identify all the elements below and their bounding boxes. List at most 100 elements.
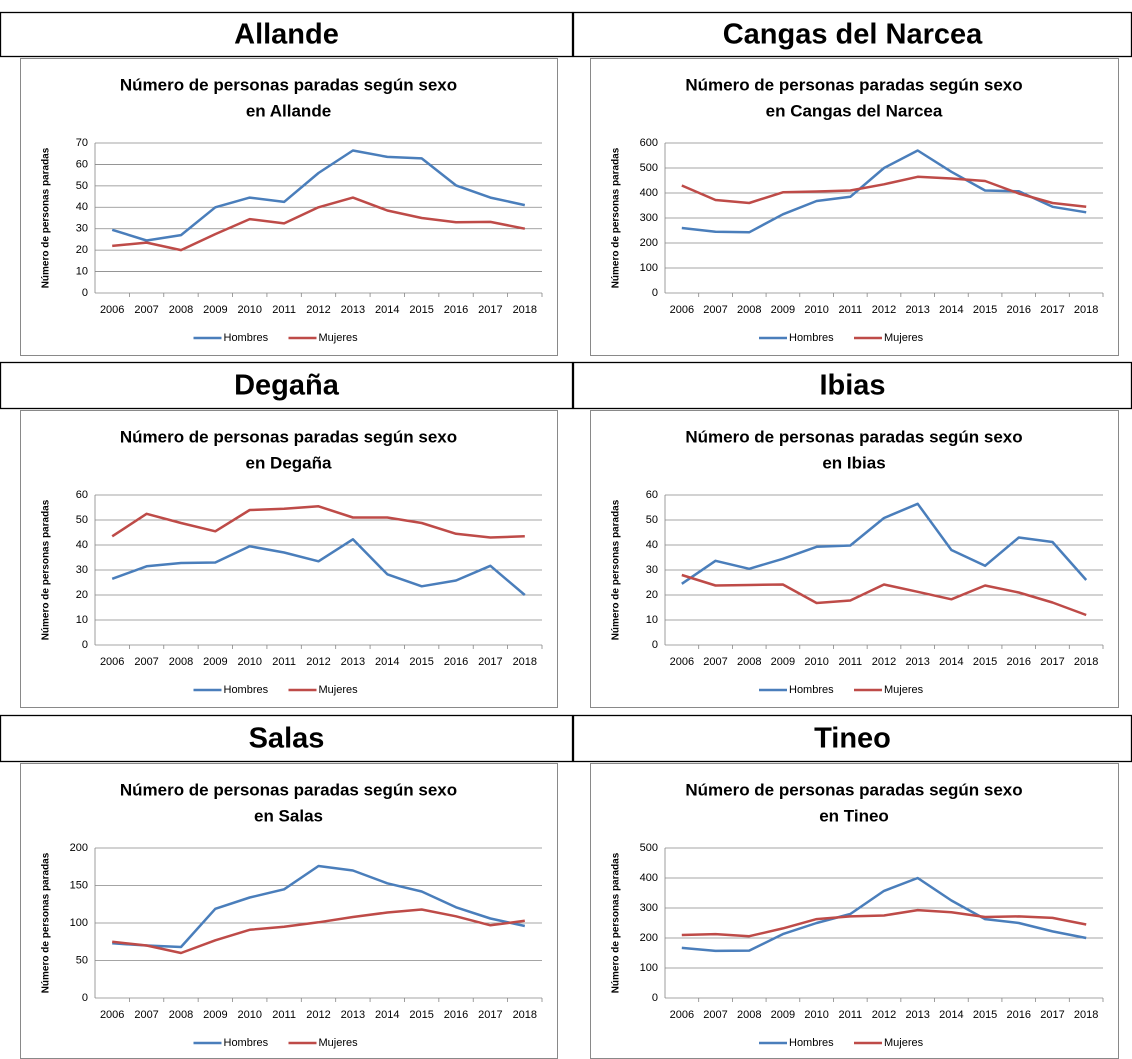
x-tick-label: 2011	[838, 656, 862, 668]
chart-title: en Salas	[254, 806, 323, 825]
y-tick-label: 0	[652, 287, 658, 299]
x-tick-label: 2008	[737, 656, 761, 668]
y-tick-label: 10	[76, 614, 88, 626]
y-tick-label: 30	[76, 564, 88, 576]
x-tick-label: 2013	[905, 656, 929, 668]
chart-frame	[590, 410, 1119, 708]
x-tick-label: 2006	[100, 1009, 124, 1021]
x-tick-label: 2009	[203, 1009, 227, 1021]
x-tick-label: 2014	[375, 656, 399, 668]
x-tick-label: 2009	[771, 1009, 795, 1021]
x-tick-label: 2012	[306, 304, 330, 316]
y-tick-label: 60	[646, 489, 658, 501]
x-tick-label: 2013	[905, 1009, 929, 1021]
series-line	[681, 876, 1087, 953]
header: Tineo	[814, 723, 891, 755]
y-tick-label: 0	[82, 992, 88, 1004]
legend-label: Hombres	[789, 684, 834, 696]
y-tick-label: 400	[640, 872, 658, 884]
x-tick-label: 2008	[169, 656, 193, 668]
legend-label: Mujeres	[319, 684, 359, 696]
header-cell	[572, 361, 1132, 410]
x-tick-label: 2018	[513, 656, 537, 668]
y-axis-label: Número de personas paradas	[41, 147, 52, 288]
chart-title: Número de personas paradas según sexo	[685, 780, 1022, 799]
y-tick-label: 10	[646, 614, 658, 626]
x-tick-label: 2009	[203, 656, 227, 668]
x-tick-label: 2013	[341, 656, 365, 668]
x-tick-label: 2008	[737, 304, 761, 316]
x-tick-label: 2009	[203, 304, 227, 316]
x-tick-label: 2018	[1074, 1009, 1098, 1021]
x-tick-label: 2010	[237, 304, 261, 316]
y-tick-label: 200	[640, 932, 658, 944]
x-tick-label: 2010	[237, 656, 261, 668]
series-line	[112, 864, 526, 949]
y-tick-label: 500	[640, 162, 658, 174]
x-tick-label: 2014	[375, 304, 399, 316]
x-tick-label: 2017	[1040, 304, 1064, 316]
series-line	[111, 149, 526, 242]
x-tick-label: 2016	[444, 656, 468, 668]
chart-title: Número de personas paradas según sexo	[120, 427, 457, 446]
y-tick-label: 50	[76, 180, 88, 192]
x-tick-label: 2011	[838, 1009, 862, 1021]
y-tick-label: 200	[70, 842, 88, 854]
x-tick-label: 2017	[478, 1009, 502, 1021]
x-tick-label: 2017	[1040, 1009, 1064, 1021]
chart-title: en Cangas del Narcea	[766, 101, 943, 120]
x-tick-label: 2007	[703, 656, 727, 668]
header-cell	[0, 11, 574, 58]
y-tick-label: 50	[76, 954, 88, 966]
x-tick-label: 2007	[134, 656, 158, 668]
legend-label: Mujeres	[319, 332, 359, 344]
y-tick-label: 30	[76, 223, 88, 235]
x-tick-label: 2017	[1040, 656, 1064, 668]
x-tick-label: 2007	[134, 304, 158, 316]
x-tick-label: 2008	[169, 304, 193, 316]
x-tick-label: 2018	[513, 1009, 537, 1021]
y-tick-label: 300	[640, 902, 658, 914]
y-tick-label: 40	[76, 201, 88, 213]
x-tick-label: 2011	[838, 304, 862, 316]
x-tick-label: 2016	[444, 304, 468, 316]
header-cell	[0, 361, 574, 410]
x-tick-label: 2014	[939, 304, 963, 316]
header: Allande	[234, 19, 339, 51]
y-tick-label: 600	[640, 137, 658, 149]
x-tick-label: 2018	[1074, 304, 1098, 316]
y-tick-label: 400	[640, 187, 658, 199]
x-tick-label: 2011	[272, 1009, 296, 1021]
chart-title: Número de personas paradas según sexo	[120, 75, 457, 94]
y-tick-label: 50	[76, 514, 88, 526]
y-tick-label: 0	[652, 639, 658, 651]
y-axis-label: Número de personas paradas	[611, 147, 622, 288]
header-cell	[572, 714, 1132, 763]
x-tick-label: 2016	[444, 1009, 468, 1021]
legend-label: Hombres	[789, 1037, 834, 1049]
x-tick-label: 2006	[670, 656, 694, 668]
x-tick-label: 2010	[804, 656, 828, 668]
y-tick-label: 0	[82, 287, 88, 299]
header-cell	[572, 11, 1132, 58]
legend-label: Mujeres	[884, 684, 924, 696]
legend-label: Hombres	[224, 684, 269, 696]
series-line	[112, 196, 526, 252]
x-tick-label: 2010	[804, 304, 828, 316]
y-tick-label: 20	[646, 589, 658, 601]
y-axis-label: Número de personas paradas	[611, 852, 622, 993]
x-tick-label: 2007	[703, 1009, 727, 1021]
y-tick-label: 60	[76, 158, 88, 170]
series-line	[111, 538, 526, 596]
series-line	[111, 505, 525, 539]
y-tick-label: 10	[76, 265, 88, 277]
y-tick-label: 0	[82, 639, 88, 651]
x-tick-label: 2015	[409, 656, 433, 668]
x-tick-label: 2017	[478, 656, 502, 668]
x-tick-label: 2018	[1074, 656, 1098, 668]
x-tick-label: 2018	[513, 304, 537, 316]
y-tick-label: 0	[652, 992, 658, 1004]
series-line	[681, 502, 1088, 585]
x-tick-label: 2015	[409, 1009, 433, 1021]
